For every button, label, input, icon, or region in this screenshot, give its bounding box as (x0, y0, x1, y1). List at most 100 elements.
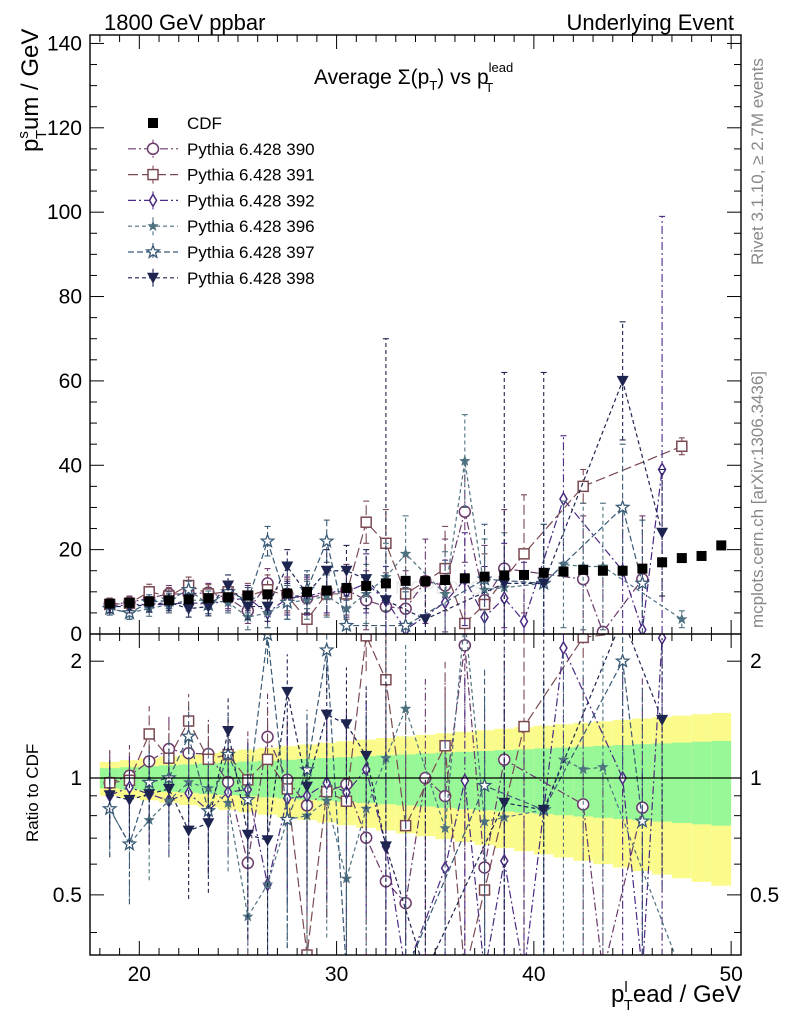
legend: CDF Pythia 6.428 390 Pythia 6.428 391 Pythi… (128, 114, 315, 288)
data-point (559, 491, 568, 507)
data-point (143, 728, 155, 740)
data-point (637, 563, 648, 574)
legend-label: CDF (187, 114, 222, 133)
ratio-series-pythia-6.428-398 (103, 634, 669, 979)
data-point (614, 499, 631, 515)
data-point (148, 192, 158, 208)
data-point (222, 580, 235, 592)
x-tick-label: 40 (522, 963, 545, 986)
data-point (182, 825, 195, 837)
data-point (242, 590, 253, 601)
data-point (499, 570, 510, 581)
data-point (147, 220, 159, 232)
data-point (639, 967, 646, 979)
y-tick-label: 100 (47, 201, 82, 224)
data-point (183, 594, 194, 605)
data-point (537, 804, 550, 816)
data-point (634, 812, 651, 828)
data-point (241, 601, 254, 613)
series-cdf (104, 540, 727, 609)
y-tick-label: 120 (47, 117, 82, 140)
data-point (559, 640, 568, 656)
data-point (518, 720, 530, 733)
data-point (440, 575, 451, 586)
data-point (144, 596, 155, 607)
rivet-version-text: Rivet 3.1.10, ≥ 2.7M events (748, 58, 767, 265)
data-point (617, 565, 628, 576)
data-point (203, 593, 214, 604)
xlabel-sub: T (624, 997, 633, 1014)
data-point (557, 753, 570, 765)
data-point (321, 794, 333, 806)
data-point (420, 576, 431, 587)
data-point (657, 557, 668, 568)
data-point (577, 480, 589, 493)
data-point (301, 781, 313, 793)
data-point (616, 375, 629, 387)
y-tick-label: 140 (47, 32, 82, 55)
data-point (459, 573, 470, 584)
ylabel-sup: s (15, 131, 32, 139)
data-point (360, 634, 372, 642)
legend-label: Pythia 6.428 398 (187, 269, 315, 288)
data-point (281, 561, 294, 573)
data-point (241, 829, 254, 841)
title-main: Average Σ(p (314, 66, 429, 89)
data-point (400, 575, 411, 586)
data-point (419, 614, 432, 626)
legend-label: Pythia 6.428 397 (187, 243, 315, 262)
data-point (380, 578, 391, 589)
ratio-inner-band (671, 742, 692, 823)
data-point (498, 797, 511, 809)
data-point (143, 789, 156, 801)
legend-label: Pythia 6.428 392 (187, 191, 315, 210)
data-point (478, 583, 491, 595)
data-point (379, 595, 392, 607)
data-point (148, 118, 158, 128)
data-point (361, 580, 372, 591)
data-point (676, 967, 687, 978)
ratio-series-line (109, 634, 663, 955)
ratio-y-tick-label-right: 1 (750, 767, 762, 790)
data-point (103, 790, 116, 802)
data-point (162, 783, 175, 795)
data-point (360, 750, 373, 762)
data-point (320, 709, 333, 721)
header-left: 1800 GeV ppbar (104, 10, 265, 35)
axes: 20 30 40 50 0 20 40 60 80 100 120 140 0.5 0.5 1 1 2 2 (47, 32, 779, 986)
data-point (676, 613, 688, 625)
ratio-inner-band (711, 740, 732, 826)
data-point (400, 966, 412, 978)
data-point (380, 752, 392, 763)
data-point (281, 686, 294, 698)
data-point (259, 532, 276, 549)
ylabel-sub: T (33, 130, 50, 139)
data-point (577, 763, 589, 775)
data-point (202, 601, 215, 613)
data-point (614, 652, 631, 668)
data-point (146, 142, 160, 156)
title-sub2: T (485, 80, 493, 95)
data-point (399, 547, 412, 559)
data-point (182, 603, 195, 615)
data-point (262, 589, 273, 600)
main-y-axis-label: psTum / GeV (15, 29, 50, 152)
data-point (360, 574, 373, 586)
data-point (478, 815, 491, 827)
data-point (419, 968, 431, 979)
data-point (557, 558, 570, 570)
title-sup2: lead (489, 60, 514, 75)
data-point (279, 594, 296, 610)
legend-label: Pythia 6.428 391 (187, 166, 315, 185)
data-point (656, 527, 669, 539)
header-right: Underlying Event (566, 10, 734, 35)
data-point (538, 567, 549, 578)
data-point (145, 243, 161, 259)
data-point (340, 602, 353, 614)
data-point (202, 818, 215, 830)
y-tick-label: 80 (59, 286, 82, 309)
data-point (222, 725, 235, 737)
data-point (147, 168, 159, 181)
ratio-y-tick-label-right: 0.5 (750, 884, 779, 907)
